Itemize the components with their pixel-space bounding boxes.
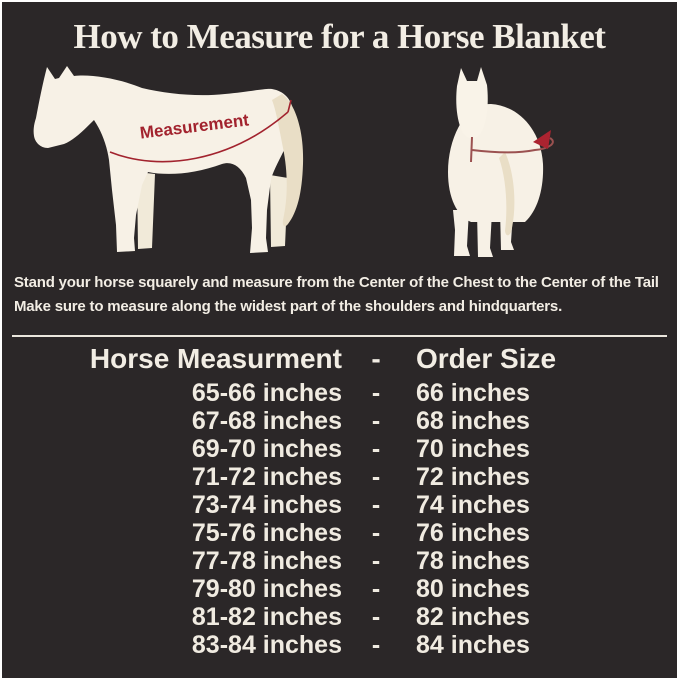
instruction-line-2: Make sure to measure along the widest pa… <box>14 298 563 315</box>
table-row: 75-76 inches - 76 inches <box>2 519 677 547</box>
divider-line <box>12 335 667 337</box>
horse-measurement-value: 83-84 inches <box>191 631 342 659</box>
girth-line <box>470 136 554 163</box>
front-horse-head <box>456 67 488 139</box>
side-horse-body <box>33 66 294 253</box>
horse-measurement-value: 75-76 inches <box>191 519 342 547</box>
measure-arrow-icon <box>533 130 551 149</box>
row-separator: - <box>371 547 381 575</box>
order-size-value: 82 inches <box>416 603 530 631</box>
row-separator: - <box>371 519 381 547</box>
row-separator: - <box>371 631 381 659</box>
row-separator: - <box>371 603 381 631</box>
horse-measurement-value: 65-66 inches <box>191 379 342 407</box>
table-row: 67-68 inches - 68 inches <box>2 407 677 435</box>
table-row: 69-70 inches - 70 inches <box>2 435 677 463</box>
side-horse-tail <box>272 94 304 227</box>
table-row: 73-74 inches - 74 inches <box>2 491 677 519</box>
table-row: 83-84 inches - 84 inches <box>2 631 677 659</box>
header-order-size: Order Size <box>416 343 557 374</box>
size-table-header: Horse Measurment - Order Size <box>2 339 677 379</box>
front-horse-tail <box>499 152 515 236</box>
instruction-line-1: Stand your horse squarely and measure fr… <box>14 274 659 291</box>
measurement-diagram: Measurement <box>2 60 677 265</box>
front-horse-silhouette <box>448 67 554 257</box>
order-size-value: 74 inches <box>416 491 530 519</box>
horse-measurement-value: 67-68 inches <box>191 407 342 435</box>
horse-measurement-value: 79-80 inches <box>191 575 342 603</box>
front-horse-legs <box>453 210 514 257</box>
row-separator: - <box>371 491 381 519</box>
order-size-value: 72 inches <box>416 463 530 491</box>
order-size-value: 76 inches <box>416 519 530 547</box>
horse-measurement-value: 71-72 inches <box>191 463 342 491</box>
row-separator: - <box>371 379 381 407</box>
table-row: 79-80 inches - 80 inches <box>2 575 677 603</box>
order-size-value: 70 inches <box>416 435 530 463</box>
order-size-value: 66 inches <box>416 379 530 407</box>
horse-measurement-value: 77-78 inches <box>191 547 342 575</box>
size-table: 65-66 inches - 66 inches 67-68 inches - … <box>2 379 677 659</box>
order-size-value: 68 inches <box>416 407 530 435</box>
measurement-line <box>109 99 292 163</box>
table-row: 77-78 inches - 78 inches <box>2 547 677 575</box>
horse-measurement-value: 73-74 inches <box>191 491 342 519</box>
instructions: Stand your horse squarely and measure fr… <box>14 271 677 319</box>
order-size-value: 78 inches <box>416 547 530 575</box>
row-separator: - <box>371 407 381 435</box>
horse-measurement-value: 81-82 inches <box>191 603 342 631</box>
table-row: 81-82 inches - 82 inches <box>2 603 677 631</box>
order-size-value: 84 inches <box>416 631 530 659</box>
page-title: How to Measure for a Horse Blanket <box>73 17 606 56</box>
table-row: 71-72 inches - 72 inches <box>2 463 677 491</box>
table-row: 65-66 inches - 66 inches <box>2 379 677 407</box>
row-separator: - <box>371 435 381 463</box>
row-separator: - <box>371 463 381 491</box>
horse-measurement-value: 69-70 inches <box>191 435 342 463</box>
header-horse-measurement: Horse Measurment <box>89 343 342 374</box>
header-separator: - <box>371 343 381 374</box>
side-horse-silhouette: Measurement <box>33 66 304 253</box>
row-separator: - <box>371 575 381 603</box>
order-size-value: 80 inches <box>416 575 530 603</box>
side-horse-far-legs <box>137 172 288 249</box>
